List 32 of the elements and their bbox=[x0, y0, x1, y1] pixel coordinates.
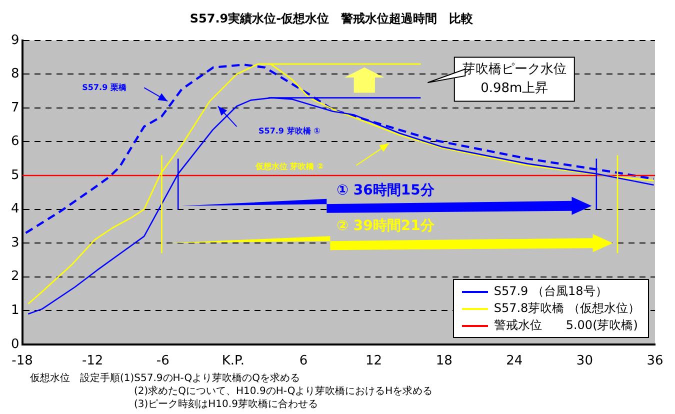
text: (3)ピーク時刻はH10.9芽吹橋に合わせる bbox=[133, 398, 319, 411]
x-tick-label: 12 bbox=[366, 354, 382, 369]
annotation: ① 36時間15分 bbox=[336, 182, 436, 198]
legend-label: S57.9 （台風18号） bbox=[494, 283, 608, 300]
y-tick-label: 9 bbox=[10, 32, 20, 48]
text: (2)求めたQについて、H10.9のH-Qより芽吹橋におけるHを求める bbox=[133, 385, 433, 398]
chart-title: S57.9実績水位-仮想水位 警戒水位超過時間 比較 bbox=[190, 11, 474, 26]
y-tick-label: 1 bbox=[10, 302, 20, 318]
y-tick-label: 8 bbox=[10, 66, 20, 82]
y-tick-label: 5 bbox=[10, 168, 20, 183]
annotation: ② 39時間21分 bbox=[336, 218, 436, 234]
text: 仮想水位 設定手順(1)S57.9のH-Qより芽吹橋のQを求める bbox=[30, 372, 302, 385]
x-tick-label: 6 bbox=[299, 354, 308, 369]
x-tick-label: 36 bbox=[646, 354, 664, 369]
y-tick-label: 4 bbox=[10, 202, 20, 217]
x-tick-label: 30 bbox=[576, 354, 593, 369]
x-tick-label: -18 bbox=[12, 354, 33, 369]
x-tick-label: 24 bbox=[506, 354, 523, 369]
annotation: 仮想水位 芽吹橋 ② bbox=[254, 162, 324, 172]
x-tick-label: K.P. bbox=[222, 354, 244, 369]
x-tick-label: -12 bbox=[82, 354, 104, 369]
legend-label: 警戒水位 5.00(芽吹橋) bbox=[494, 317, 638, 334]
y-tick-label: 6 bbox=[10, 134, 20, 150]
y-tick-label: 7 bbox=[10, 100, 20, 116]
legend-label: S57.8芽吹橋 （仮想水位） bbox=[494, 300, 640, 318]
annotation: S57.9 栗橋 bbox=[82, 82, 128, 92]
y-tick-label: 2 bbox=[10, 269, 20, 284]
y-tick-label: 0 bbox=[10, 336, 20, 352]
x-tick-label: 18 bbox=[436, 354, 452, 369]
y-tick-label: 3 bbox=[10, 235, 20, 250]
x-tick-label: -6 bbox=[156, 354, 170, 369]
annotation: S57.9 芽吹橋 ① bbox=[258, 126, 321, 136]
